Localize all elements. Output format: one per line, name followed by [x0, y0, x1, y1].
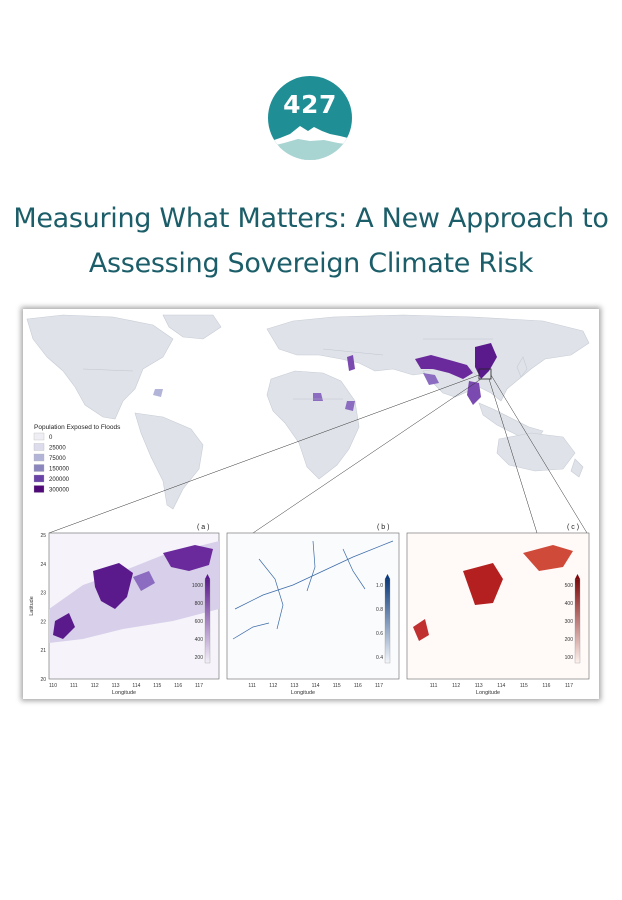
legend-label: 150000 [49, 467, 70, 473]
lon-tick: 110 [49, 683, 57, 689]
colorbar-tick: 100 [565, 655, 574, 661]
panel-a-density [49, 541, 219, 643]
japan [516, 356, 528, 378]
title-line-1: Measuring What Matters: A New Approach t… [13, 203, 609, 234]
colorbar [204, 578, 211, 664]
lon-tick: 117 [375, 683, 383, 689]
flood-map-svg: Population Exposed to Floods 0 25000 75000… [26, 313, 595, 696]
panel-b-frame [226, 532, 400, 680]
lon-tick: 115 [520, 683, 528, 689]
lon-tick: 116 [174, 683, 182, 689]
legend-swatch [33, 464, 45, 472]
south-america [134, 412, 204, 510]
greenland [162, 314, 222, 340]
logo: 427 [268, 76, 352, 160]
lat-tick: 22 [40, 619, 46, 625]
latitude-label: Latitude [29, 596, 35, 616]
north-america [26, 314, 174, 420]
colorbar [384, 578, 391, 664]
legend-label: 200000 [49, 477, 70, 483]
logo-text: 427 [283, 90, 337, 119]
longitude-label: Longitude [476, 690, 500, 696]
page-title: Measuring What Matters: A New Approach t… [0, 196, 622, 286]
colorbar-tick: 200 [195, 655, 204, 661]
panel-tag: ( c ) [567, 524, 579, 531]
lon-tick: 117 [565, 683, 573, 689]
lon-tick: 112 [452, 683, 460, 689]
panel-tag: ( a ) [197, 524, 209, 531]
legend-label: 300000 [49, 488, 70, 494]
longitude-label: Longitude [291, 690, 315, 696]
zoom-connectors [48, 374, 588, 534]
lon-tick: 112 [91, 683, 99, 689]
lon-tick: 111 [70, 683, 78, 689]
colorbar-tick: 1.0 [376, 583, 383, 589]
lon-tick: 115 [333, 683, 341, 689]
colorbar-tick: 0.8 [376, 607, 383, 613]
title-line-2: Assessing Sovereign Climate Risk [88, 248, 534, 279]
lat-tick: 23 [40, 591, 46, 597]
lon-tick: 113 [112, 683, 120, 689]
lat-tick: 24 [40, 562, 46, 568]
lat-tick: 25 [40, 533, 46, 539]
hotspot-east-africa [345, 401, 355, 411]
legend-label: 75000 [49, 456, 66, 462]
colorbar-tick: 300 [565, 619, 574, 625]
lon-tick: 114 [497, 683, 505, 689]
zoom-box [478, 368, 492, 380]
colorbar-arrow [205, 574, 210, 579]
colorbar-arrow [385, 574, 390, 579]
legend-swatch [33, 443, 45, 451]
hotspot-india [423, 373, 439, 385]
lat-tick: 21 [40, 648, 46, 654]
hotspot-mekong [467, 381, 481, 405]
lon-tick: 112 [269, 683, 277, 689]
legend-swatch [33, 474, 45, 483]
colorbar [574, 578, 581, 664]
lon-tick: 113 [290, 683, 298, 689]
flood-exposure-figure: Population Exposed to Floods 0 25000 75000… [23, 309, 599, 699]
lon-tick: 116 [542, 683, 550, 689]
lat-tick: 20 [40, 677, 46, 683]
colorbar-tick: 400 [195, 637, 204, 643]
colorbar-tick: 0.4 [376, 655, 383, 661]
hotspot-americas [153, 389, 163, 397]
lon-tick: 111 [430, 683, 438, 689]
australia [496, 432, 576, 472]
new-zealand [570, 458, 584, 478]
legend-swatch [33, 432, 45, 441]
colorbar-tick: 200 [565, 637, 574, 643]
lon-tick: 114 [312, 683, 320, 689]
lon-tick: 111 [248, 683, 256, 689]
legend-label: 0 [49, 435, 53, 441]
legend-title: Population Exposed to Floods [34, 424, 121, 431]
colorbar-arrow [575, 574, 580, 579]
lon-tick: 113 [475, 683, 483, 689]
panel-c-hotspots [413, 545, 573, 641]
legend-swatch [33, 453, 45, 462]
country-borders [82, 338, 493, 400]
legend: 0 25000 75000 150000 200000 300000 [33, 432, 70, 494]
lon-tick: 116 [354, 683, 362, 689]
panel-tag: ( b ) [377, 524, 389, 531]
hotspot-china-east [475, 343, 497, 379]
colorbar-tick: 1000 [192, 583, 203, 589]
legend-swatch [33, 485, 45, 493]
colorbar-tick: 500 [565, 583, 574, 589]
panel-b-rivers [232, 540, 394, 640]
hotspot-ganges [415, 355, 473, 379]
lon-tick: 115 [153, 683, 161, 689]
lon-tick: 117 [195, 683, 203, 689]
colorbar-tick: 400 [565, 601, 574, 607]
colorbar-tick: 800 [195, 601, 204, 607]
panel-annotations: ( a ) 1000 800 600 400 200 110 111 112 113 114 115 1… [40, 524, 581, 696]
colorbar-tick: 0.6 [376, 631, 383, 637]
africa [266, 370, 360, 480]
legend-label: 25000 [49, 446, 66, 452]
longitude-label: Longitude [112, 690, 136, 696]
lon-tick: 114 [132, 683, 140, 689]
mountain-icon [268, 126, 352, 160]
colorbar-tick: 600 [195, 619, 204, 625]
hotspot-nile [347, 355, 355, 371]
